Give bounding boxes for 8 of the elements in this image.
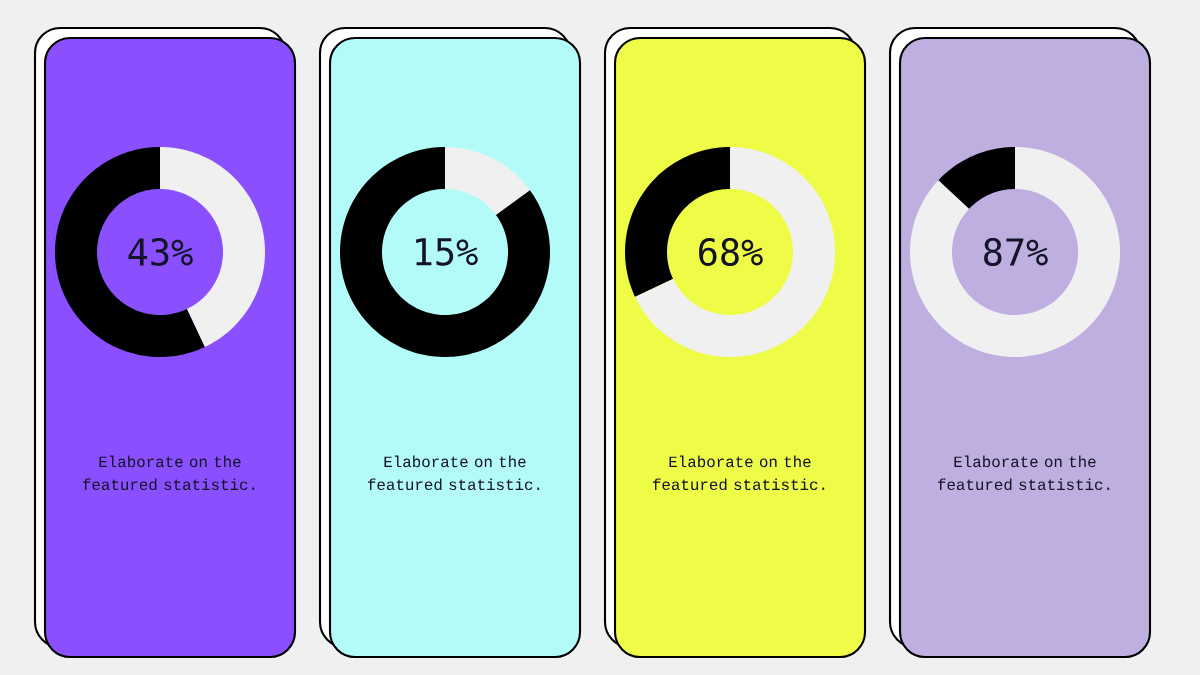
text: Elaborate on the featured statistic. bbox=[368, 455, 540, 491]
text: 15% bbox=[416, 238, 478, 266]
text: 43% bbox=[128, 238, 193, 266]
text: Elaborate on the featured statistic. bbox=[938, 455, 1110, 491]
text: 87% bbox=[984, 238, 1048, 266]
text: Elaborate on the featured statistic. bbox=[653, 455, 825, 491]
text: 68% bbox=[699, 238, 763, 266]
text: Elaborate on the featured statistic. bbox=[83, 455, 255, 491]
